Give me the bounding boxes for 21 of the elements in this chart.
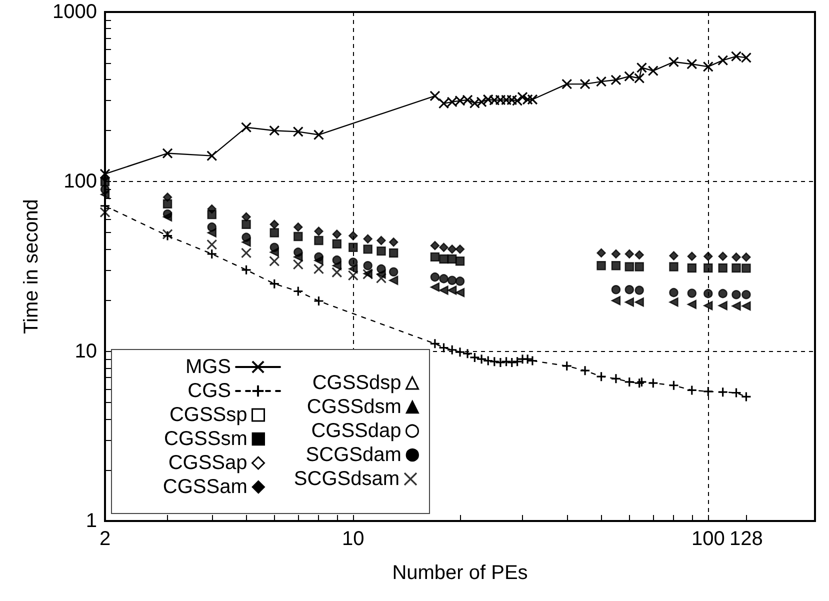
legend-label: SCGSdsam [294, 468, 400, 490]
y-tick-label: 10 [74, 340, 97, 362]
y-tick-label: 1000 [52, 1, 97, 23]
y-axis-title: Time in second [20, 199, 43, 334]
legend-label: CGS [188, 380, 231, 402]
legend-label: SCGSdam [306, 444, 402, 466]
x-tick-label: 100 [691, 528, 725, 550]
legend-label: CGSSam [162, 476, 248, 498]
legend-label: MGS [185, 356, 231, 378]
legend-label: CGSSsm [164, 428, 248, 450]
y-tick-label: 1 [86, 510, 97, 532]
legend-label: CGSSdsp [312, 372, 402, 394]
x-axis-title: Number of PEs [392, 562, 528, 584]
x-tick-label: 128 [730, 528, 763, 550]
legend-label: CGSSdsm [306, 396, 402, 418]
legend-label: CGSSdap [311, 420, 402, 442]
x-tick-label: 2 [99, 528, 111, 550]
y-tick-label: 100 [64, 170, 97, 193]
x-tick-label: 10 [342, 528, 364, 550]
legend-label: CGSSsp [169, 404, 248, 426]
legend-label: CGSSap [168, 452, 248, 474]
